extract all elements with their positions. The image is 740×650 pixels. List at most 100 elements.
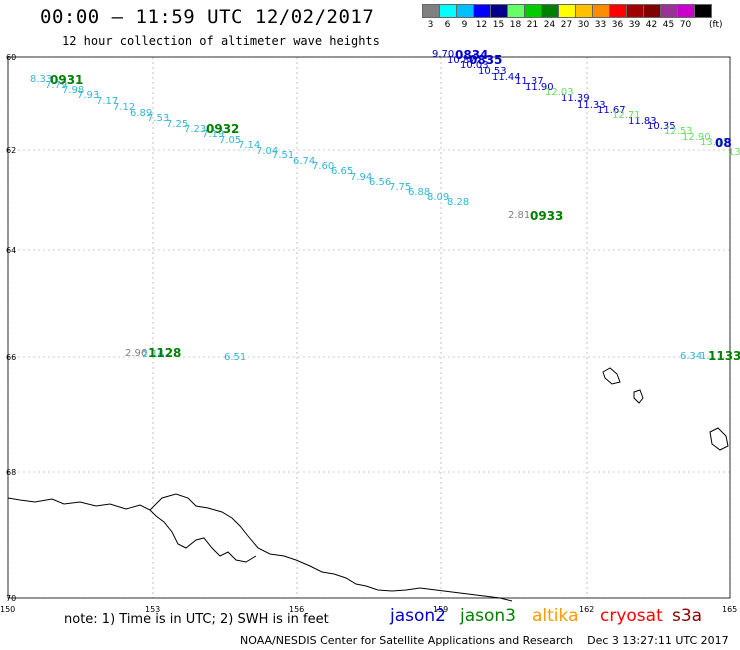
scale-label: 9 xyxy=(461,20,468,30)
pass-label: 0931 xyxy=(50,73,83,87)
graticule: 60 62 64 66 68 70 150 153 156 159 162 165 xyxy=(0,53,737,614)
satellite-jason2: jason2 xyxy=(390,606,446,626)
wave-height-label: 10.87 xyxy=(447,55,476,66)
lat-label: 66 xyxy=(6,353,16,362)
wave-height-label: 8.28 xyxy=(447,197,469,208)
wave-height-label: 2.96 xyxy=(125,348,147,359)
wave-height-label: 7.14 xyxy=(238,140,260,151)
pass-label: 1128 xyxy=(148,346,181,360)
lat-label: 70 xyxy=(6,594,16,603)
map-frame xyxy=(7,56,731,599)
wave-height-label: 7.94 xyxy=(350,172,372,183)
wave-height-label: 6.56 xyxy=(369,177,391,188)
wave-height-label: 8.09 xyxy=(427,192,449,203)
wave-height-label: 7.53 xyxy=(147,113,169,124)
scale-label: 45 xyxy=(662,20,675,30)
wave-height-label: 7.98 xyxy=(62,85,84,96)
wave-height-label: 6.89 xyxy=(130,108,152,119)
scale-label: 27 xyxy=(560,20,573,30)
scale-label: 24 xyxy=(543,20,556,30)
wave-height-label: 11.37 xyxy=(515,76,544,87)
wave-height-label: 2.81 xyxy=(508,210,530,221)
wave-height-label: 13.41 xyxy=(700,137,729,148)
satellite-jason3: jason3 xyxy=(460,606,516,626)
wave-height-label: 6.51 xyxy=(224,352,246,363)
wave-height-label: 11.33 xyxy=(577,100,606,111)
wave-height-label: 11.39 xyxy=(561,93,590,104)
wave-height-label: 11.90 xyxy=(525,82,554,93)
pass-label: 0834 xyxy=(455,48,488,62)
wave-height-label: 7.93 xyxy=(77,90,99,101)
wave-height-label: 7.75 xyxy=(389,182,411,193)
wave-height-label: 7.17 xyxy=(96,96,118,107)
pass-label: 0835 xyxy=(469,53,502,67)
scale-label: 6 xyxy=(444,20,451,30)
scale-label: 30 xyxy=(577,20,590,30)
wave-height-tracks: 8.337.797.987.937.177.126.897.537.257.23… xyxy=(30,49,740,363)
note-text: note: 1) Time is in UTC; 2) SWH is in fe… xyxy=(64,612,329,627)
scale-label: 33 xyxy=(594,20,607,30)
scale-swatch xyxy=(694,4,712,18)
scale-label: 42 xyxy=(645,20,658,30)
lon-label: 165 xyxy=(722,605,737,614)
coastline xyxy=(7,367,729,602)
color-scale xyxy=(422,4,712,18)
satellite-altika: altika xyxy=(532,606,579,626)
wave-height-label: 6.88 xyxy=(408,187,430,198)
wave-height-label: 2.14 xyxy=(142,349,164,360)
wave-height-label: 7.05 xyxy=(219,135,241,146)
satellite-cryosat: cryosat xyxy=(600,606,663,626)
wave-height-label: 6.34 xyxy=(680,351,702,362)
scale-unit: (ft) xyxy=(709,20,723,30)
wave-height-label: 12.90 xyxy=(682,132,711,143)
island-2 xyxy=(633,389,644,404)
pass-label: 0933 xyxy=(530,209,563,223)
lat-label: 68 xyxy=(6,468,16,477)
lon-label: 162 xyxy=(579,605,594,614)
lon-label: 150 xyxy=(0,605,15,614)
coastline-inlet xyxy=(149,509,257,563)
pass-label: 08 xyxy=(715,136,732,150)
wave-height-label: 7.79 xyxy=(45,80,67,91)
wave-height-label: 12.03 xyxy=(545,87,574,98)
wave-height-label: 11.67 xyxy=(597,105,626,116)
wave-height-label: 7.12 xyxy=(113,102,135,113)
wave-height-label: 10.35 xyxy=(647,121,676,132)
wave-height-label: 12.71 xyxy=(612,110,641,121)
pass-label: 0932 xyxy=(206,122,239,136)
pass-label: 1133 xyxy=(708,349,740,363)
island-1 xyxy=(602,367,621,385)
footer-agency: NOAA/NESDIS Center for Satellite Applica… xyxy=(240,634,574,647)
wave-height-label: 7.23 xyxy=(184,124,206,135)
scale-label: 21 xyxy=(526,20,539,30)
scale-label: 39 xyxy=(628,20,641,30)
coastline-alaska xyxy=(7,493,513,602)
satellite-s3a: s3a xyxy=(672,606,703,626)
scale-label: 18 xyxy=(509,20,522,30)
lat-label: 60 xyxy=(6,53,16,62)
wave-height-label: 7.04 xyxy=(256,146,278,157)
wave-height-label: 10.53 xyxy=(478,66,507,77)
wave-height-label: 6.65 xyxy=(331,166,353,177)
wave-height-label: 11.44 xyxy=(492,72,521,83)
island-3 xyxy=(709,427,729,451)
scale-label: 12 xyxy=(475,20,488,30)
lon-label: 156 xyxy=(289,605,304,614)
page-title: 00:00 — 11:59 UTC 12/02/2017 xyxy=(40,6,375,28)
scale-label: 70 xyxy=(679,20,692,30)
lat-label: 64 xyxy=(6,246,16,255)
scale-label: 3 xyxy=(427,20,434,30)
wave-height-label: 7.51 xyxy=(272,150,294,161)
wave-height-label: 7.25 xyxy=(166,119,188,130)
lat-label: 62 xyxy=(6,146,16,155)
color-scale-labels: 3 6 9 12 15 18 21 24 27 30 33 36 39 42 45 70 xyxy=(422,20,694,30)
scale-label: 15 xyxy=(492,20,505,30)
wave-height-label: 7.19 xyxy=(202,129,224,140)
wave-height-label: 6.74 xyxy=(293,156,315,167)
wave-height-label: 10.03 xyxy=(460,60,489,71)
footer-timestamp: Dec 3 13:27:11 UTC 2017 xyxy=(587,634,729,647)
wave-height-label: 9.70 xyxy=(432,49,454,60)
wave-height-label: 8.33 xyxy=(30,74,52,85)
wave-height-label: 11.83 xyxy=(628,116,657,127)
